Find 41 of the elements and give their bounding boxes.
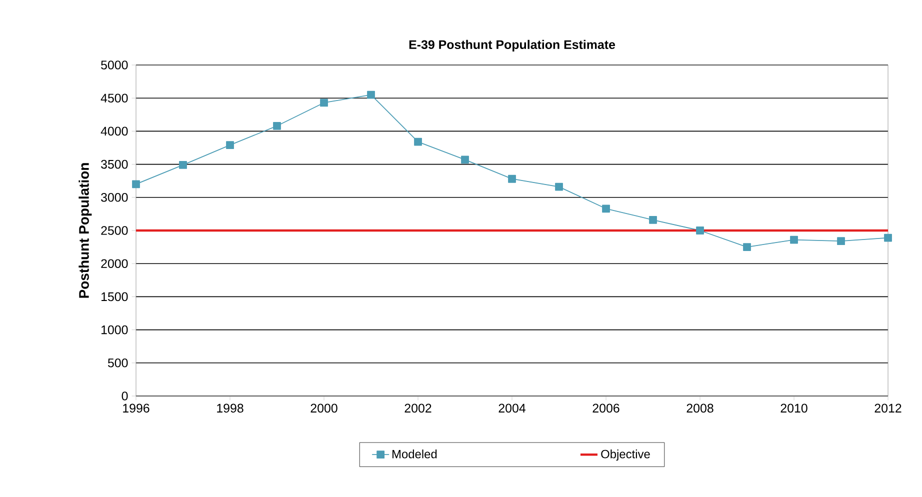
legend-label: Objective (601, 450, 650, 461)
legend-label: Modeled (392, 450, 437, 458)
point (367, 90, 375, 99)
point (508, 174, 516, 183)
point (414, 138, 422, 146)
y-tick-label: 2500 (101, 226, 128, 235)
y-tick-label: 3500 (101, 160, 128, 169)
y-tick-label: 1500 (101, 292, 128, 302)
x-tick-label: 2010 (780, 404, 808, 413)
y-tick-label: 1000 (101, 325, 128, 334)
x-tick-label: 2006 (592, 404, 620, 413)
y-axis-title: Posthunt Population (78, 163, 92, 298)
x-tick-label: 1998 (217, 404, 244, 413)
x-tick-label: 2004 (498, 404, 526, 413)
point (320, 98, 328, 107)
chart-title: E-39 Posthunt Population Estimate (409, 40, 616, 52)
y-tick-label: 5000 (101, 60, 128, 70)
point (649, 216, 657, 224)
y-tick-label: 500 (108, 358, 128, 368)
y-tick-label: 4000 (100, 126, 128, 136)
x-tick-label: 2008 (686, 404, 714, 413)
point (837, 237, 845, 246)
point (179, 161, 187, 169)
y-tick-label: 0 (122, 392, 128, 400)
point (555, 182, 563, 191)
point (884, 234, 892, 242)
point (226, 141, 234, 150)
point (602, 204, 610, 213)
y-tick-label: 4500 (100, 94, 128, 103)
x-tick-label: 1996 (123, 404, 150, 413)
y-tick-label: 2000 (101, 259, 128, 268)
point (273, 122, 281, 130)
point (790, 236, 798, 244)
x-tick-label: 2012 (874, 404, 902, 413)
point (461, 156, 469, 164)
y-tick-label: 3000 (101, 193, 128, 202)
x-tick-label: 2000 (310, 404, 338, 413)
point (696, 226, 704, 234)
point (132, 180, 140, 188)
x-tick-label: 2002 (404, 404, 432, 413)
point (743, 243, 751, 251)
